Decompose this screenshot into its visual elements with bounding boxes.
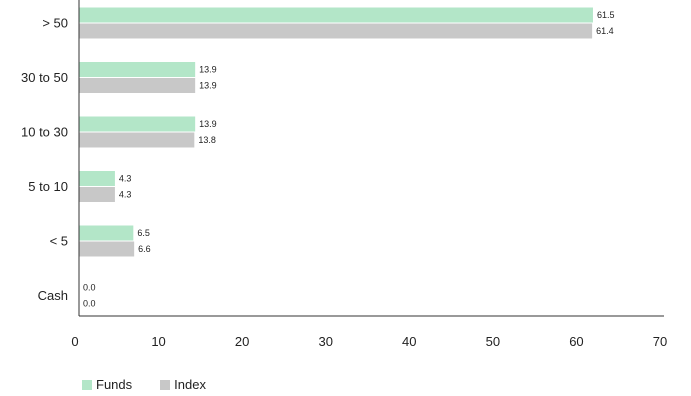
data-label-funds: 4.3 (119, 174, 132, 184)
data-label-index: 61.4 (596, 26, 614, 36)
data-label-index: 13.8 (198, 135, 216, 145)
x-tick-label: 40 (402, 334, 416, 349)
x-tick-label: 60 (569, 334, 583, 349)
category-label: 5 to 10 (28, 179, 68, 194)
data-label-index: 13.9 (199, 81, 217, 91)
bar-index (79, 132, 195, 148)
bar-funds (79, 116, 196, 132)
category-label: 30 to 50 (21, 70, 68, 85)
data-label-funds: 13.9 (199, 119, 217, 129)
bar-index (79, 78, 196, 93)
x-tick-label: 0 (71, 334, 78, 349)
legend-label-funds: Funds (96, 377, 133, 392)
data-label-index: 4.3 (119, 190, 132, 200)
category-label: 10 to 30 (21, 125, 68, 140)
legend-item-funds: Funds (82, 377, 132, 392)
x-tick-labels-layer: 0 10 20 30 40 50 60 70 (71, 334, 667, 349)
legend-swatch-funds (82, 379, 92, 390)
data-label-funds: 13.9 (199, 65, 217, 75)
bar-funds (79, 62, 196, 77)
legend: Funds Index (82, 377, 206, 392)
x-tick-label: 50 (486, 334, 500, 349)
data-label-funds: 61.5 (597, 10, 615, 20)
category-label: Cash (38, 288, 68, 303)
bar-funds (79, 225, 134, 241)
data-label-index: 0.0 (83, 299, 96, 309)
category-label: > 50 (42, 16, 68, 31)
x-tick-label: 20 (235, 334, 249, 349)
data-label-funds: 6.5 (137, 228, 150, 238)
bar-funds (79, 7, 593, 23)
bar-funds (79, 171, 115, 186)
bar-index (79, 23, 593, 39)
category-labels-layer: > 50 30 to 50 10 to 30 5 to 10 < 5 Cash (21, 16, 68, 304)
category-label: < 5 (50, 234, 68, 249)
x-tick-label: 10 (151, 334, 165, 349)
data-label-funds: 0.0 (83, 283, 96, 293)
x-tick-label: 30 (318, 334, 332, 349)
legend-label-index: Index (174, 377, 206, 392)
bars-layer (79, 7, 593, 257)
bar-index (79, 187, 115, 202)
data-label-index: 6.6 (138, 244, 151, 254)
bar-index (79, 241, 135, 257)
legend-swatch-index (160, 379, 171, 390)
data-labels-layer: 61.5 61.4 13.9 13.9 13.9 13.8 4.3 4.3 6.5 6.6 0.0 0… (83, 10, 614, 309)
x-tick-label: 70 (653, 334, 667, 349)
legend-item-index: Index (160, 377, 206, 392)
